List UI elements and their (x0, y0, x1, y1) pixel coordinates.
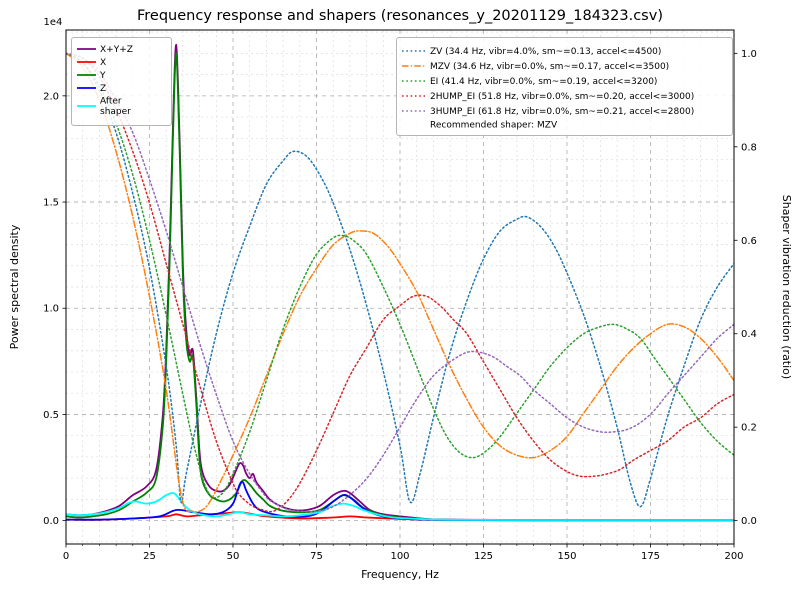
x-tick-label: 50 (227, 551, 240, 562)
chart-title: Frequency response and shapers (resonanc… (137, 8, 663, 24)
y-left-tick-label: 2.0 (43, 91, 59, 102)
y-right-tick-label: 0.6 (741, 236, 757, 247)
legend-label-z: Z (100, 84, 106, 94)
x-tick-label: 175 (641, 551, 660, 562)
legend-label-after-shaper: After (100, 97, 122, 107)
series-zv (66, 52, 734, 508)
y-axis-offset-text: 1e4 (44, 17, 63, 28)
recommended-shaper-note: Recommended shaper: MZV (430, 121, 558, 131)
series-3hump-ei (66, 52, 734, 513)
y-left-tick-label: 1.5 (43, 198, 59, 209)
y-left-tick-label: 1.0 (43, 304, 59, 315)
legend-label-2hump-ei: 2HUMP_EI (51.8 Hz, vibr=0.0%, sm~=0.20, … (430, 92, 694, 102)
y-right-tick-label: 0.2 (741, 423, 757, 434)
y-right-tick-label: 0.4 (741, 329, 757, 340)
y-axis-label-right: Shaper vibration reduction (ratio) (780, 195, 793, 379)
series-ei (66, 52, 734, 499)
x-tick-label: 125 (474, 551, 493, 562)
y-left-tick-label: 0.5 (43, 410, 59, 421)
y-left-tick-label: 0.0 (43, 516, 59, 527)
y-right-tick-label: 0.8 (741, 142, 757, 153)
legend-label-x: X (100, 58, 106, 68)
legend-shapers: ZV (34.4 Hz, vibr=4.0%, sm~=0.13, accel<… (396, 37, 733, 136)
legend-label-x-y-z: X+Y+Z (100, 45, 133, 55)
legend-label-ei: EI (41.4 Hz, vibr=0.0%, sm~=0.19, accel<… (430, 77, 657, 87)
legend-label-zv: ZV (34.4 Hz, vibr=4.0%, sm~=0.13, accel<… (430, 47, 661, 57)
ticks-layer: 0 25 50 75 100 125 150 175 200 0.0 0.5 1.0 1.5 2.0 0.0… (43, 49, 757, 562)
series-layer (66, 43, 734, 522)
legend-label-3hump-ei: 3HUMP_EI (61.8 Hz, vibr=0.0%, sm~=0.21, … (430, 107, 694, 117)
series-2hump-ei (66, 52, 734, 513)
x-tick-label: 75 (310, 551, 323, 562)
y-right-tick-label: 1.0 (741, 49, 757, 60)
x-tick-label: 100 (390, 551, 409, 562)
legend-shapers-box (396, 37, 733, 136)
x-tick-label: 25 (143, 551, 156, 562)
x-tick-label: 200 (724, 551, 743, 562)
legend-label-after-shaper: shaper (100, 107, 131, 117)
series-after-shaper (66, 492, 734, 521)
x-tick-label: 150 (557, 551, 576, 562)
legend-label-mzv: MZV (34.6 Hz, vibr=0.0%, sm~=0.17, accel… (430, 62, 669, 72)
x-tick-label: 0 (63, 551, 69, 562)
x-axis-label: Frequency, Hz (361, 568, 439, 581)
y-right-tick-label: 0.0 (741, 516, 757, 527)
legend-label-y: Y (99, 71, 106, 81)
y-axis-label-left: Power spectral density (8, 224, 21, 349)
legend-psd-box (71, 37, 172, 126)
series-mzv (66, 52, 734, 513)
